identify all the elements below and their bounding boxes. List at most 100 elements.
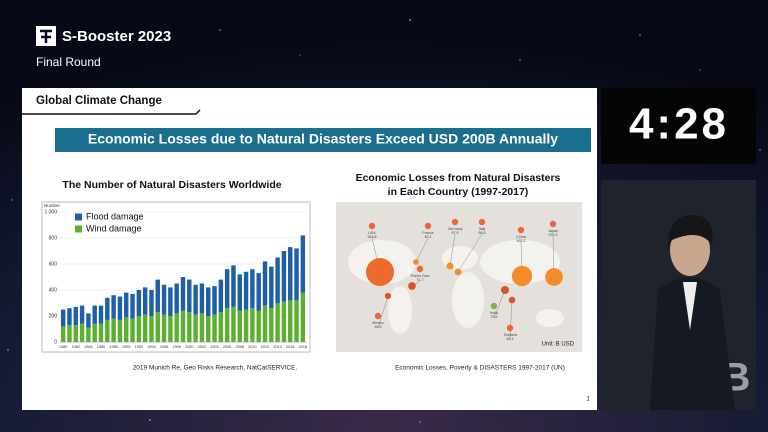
bar-segment — [155, 279, 160, 313]
bar-segment — [155, 312, 160, 342]
y-tick-label: 1 000 — [44, 209, 57, 215]
leader-line — [457, 233, 483, 273]
country-icon — [368, 222, 376, 230]
country-name: USA — [368, 231, 376, 235]
country-value: 376.3 — [549, 233, 558, 237]
country-icon — [424, 222, 432, 230]
loss-bubble — [454, 268, 462, 276]
bar-segment — [243, 271, 249, 310]
legend-swatch — [75, 225, 82, 233]
bar-segment — [262, 305, 268, 342]
bar-segment — [98, 305, 104, 324]
bar-segment — [269, 308, 274, 342]
bar-segment — [86, 313, 91, 328]
bar-segment — [67, 308, 72, 326]
bar-segment — [105, 319, 110, 342]
country-value: 492.2 — [517, 239, 526, 243]
bar-segment — [231, 265, 236, 307]
country-value: 46.5 — [375, 325, 382, 329]
bar-segment — [187, 279, 192, 313]
country-value: 79.5 — [491, 315, 498, 319]
bar-segment — [275, 303, 280, 342]
map-title: Economic Losses from Natural Disasters — [356, 172, 561, 184]
bar-chart: Number 0 200 400 600 800 1 000 1980 1982 1984 1986… — [44, 203, 307, 349]
section-underline — [22, 109, 201, 115]
bar-segment — [212, 314, 217, 342]
bar-segment — [294, 300, 299, 342]
timer: 4:28 — [629, 100, 729, 149]
bar-segment — [60, 326, 66, 342]
logo-glyph — [40, 29, 52, 43]
loss-bubble — [508, 296, 516, 304]
y-tick-label: 800 — [49, 235, 58, 241]
x-tick-label: 1998 — [172, 345, 180, 349]
x-tick-label: 1990 — [122, 345, 130, 349]
x-tick-label: 2014 — [273, 345, 281, 349]
country-icon — [374, 312, 382, 320]
country-value: 40.1 — [425, 235, 432, 239]
headline: Economic Losses due to Natural Disasters… — [88, 131, 558, 147]
bar-segment — [212, 286, 217, 315]
bar-segment — [117, 319, 123, 342]
bar-segment — [98, 323, 104, 342]
bar-segment — [174, 313, 179, 342]
country-icon — [416, 265, 424, 273]
logo-text: S-Booster 2023 — [62, 28, 171, 45]
bar-segment — [243, 309, 249, 342]
x-tick-label: 2008 — [236, 345, 244, 349]
bar-segment — [142, 314, 148, 342]
loss-bubble — [511, 265, 533, 287]
bar-segment — [149, 316, 154, 342]
bar-segment — [193, 284, 198, 315]
chart-title: The Number of Natural Disasters Worldwid… — [62, 179, 281, 191]
bar-segment — [300, 235, 306, 293]
bar-segment — [250, 269, 255, 309]
x-tick-label: 2018 — [299, 345, 307, 349]
section-title: Global Climate Change — [36, 95, 162, 107]
country-value: 57.9 — [452, 231, 459, 235]
x-tick-label: 1986 — [97, 345, 105, 349]
country-name: Japan — [548, 229, 558, 233]
page-number: 1 — [586, 396, 590, 403]
bar-segment — [294, 248, 299, 301]
x-tick-label: 1996 — [160, 345, 168, 349]
bar-segment — [136, 316, 142, 342]
bar-segment — [281, 251, 287, 302]
x-tick-label: 2004 — [210, 345, 218, 349]
bar-segment — [86, 327, 91, 342]
bar-segment — [168, 316, 173, 342]
x-tick-label: 2002 — [198, 345, 206, 349]
loss-bubble — [500, 285, 510, 295]
leader-line — [415, 237, 429, 263]
loss-bubble — [408, 282, 416, 290]
bar-segment — [288, 247, 293, 301]
bar-segment — [237, 310, 242, 342]
x-tick-label: 1984 — [84, 345, 92, 349]
loss-bubble — [545, 268, 563, 286]
bar-segment — [206, 287, 211, 316]
country-name: Puerto Rico — [411, 274, 430, 278]
leader-line — [493, 289, 506, 319]
y-tick-label: 200 — [49, 313, 58, 319]
country-icon — [549, 220, 557, 228]
bar-segment — [124, 317, 129, 342]
bar-segment — [149, 290, 154, 316]
bar-segment — [67, 325, 72, 342]
round-label: Final Round — [36, 55, 101, 69]
bar-segment — [206, 316, 211, 342]
y-tick-label: 400 — [49, 287, 58, 293]
bar-segment — [161, 314, 167, 342]
bar-segment — [237, 274, 242, 311]
bar-segment — [275, 257, 280, 303]
bar-segment — [92, 323, 97, 342]
country-name: Mexico — [372, 321, 383, 325]
timer-box — [601, 88, 756, 164]
country-icon — [506, 324, 514, 332]
leader-line — [509, 299, 513, 341]
bar-segment — [300, 292, 306, 342]
bar-segment — [224, 269, 230, 309]
legend-label: Flood damage — [86, 211, 144, 221]
x-tick-label: 1980 — [59, 345, 67, 349]
legend-label: Wind damage — [86, 223, 142, 233]
